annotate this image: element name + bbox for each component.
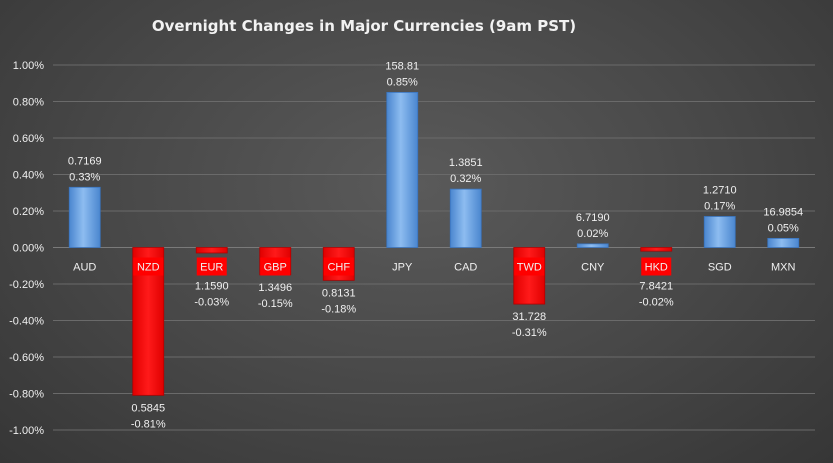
category-label-highlight bbox=[641, 257, 672, 276]
y-tick-label: -0.40% bbox=[9, 316, 44, 328]
category-label: CNY bbox=[581, 262, 605, 274]
rate-label: 7.8421 bbox=[639, 281, 673, 293]
pct-label: 0.32% bbox=[450, 173, 481, 185]
category-label: HKD bbox=[645, 262, 668, 274]
bar-hkd bbox=[640, 247, 673, 252]
chart-title: Overnight Changes in Major Currencies (9… bbox=[152, 17, 576, 35]
pct-label: -0.02% bbox=[639, 297, 674, 309]
pct-label: 0.02% bbox=[577, 228, 608, 240]
rate-label: 1.3496 bbox=[258, 282, 292, 294]
bar-sgd bbox=[703, 216, 736, 248]
rate-label: 1.3851 bbox=[449, 157, 483, 169]
rate-label: 0.5845 bbox=[131, 402, 165, 414]
rate-label: 1.2710 bbox=[703, 184, 737, 196]
category-label: SGD bbox=[708, 262, 732, 274]
category-label: CHF bbox=[327, 262, 350, 274]
bar-cny bbox=[576, 243, 609, 248]
bar-cad bbox=[449, 188, 482, 248]
pct-label: -0.31% bbox=[512, 327, 547, 339]
pct-label: 0.17% bbox=[704, 200, 735, 212]
category-label: TWD bbox=[517, 262, 542, 274]
category-label-highlight bbox=[323, 257, 354, 276]
category-label: AUD bbox=[73, 262, 96, 274]
bar-twd bbox=[513, 247, 546, 305]
y-axis-ticks: 1.00% 0.80% 0.60% 0.40% 0.20% 0.00% -0.20% -0.4… bbox=[9, 60, 44, 437]
rate-label: 6.7190 bbox=[576, 212, 610, 224]
rate-label: 0.8131 bbox=[322, 287, 356, 299]
category-label: MXN bbox=[771, 262, 796, 274]
rate-label: 0.7169 bbox=[68, 155, 102, 167]
y-tick-label: 0.00% bbox=[13, 243, 44, 255]
rate-label: 1.1590 bbox=[195, 281, 229, 293]
pct-label: -0.15% bbox=[258, 298, 293, 310]
y-tick-label: -1.00% bbox=[9, 425, 44, 437]
y-tick-label: 1.00% bbox=[13, 60, 44, 72]
pct-label: 0.05% bbox=[768, 222, 799, 234]
pct-label: -0.18% bbox=[321, 303, 356, 315]
bar-mxn bbox=[767, 237, 800, 248]
category-label: EUR bbox=[200, 262, 223, 274]
pct-label: -0.81% bbox=[131, 418, 166, 430]
gridlines bbox=[53, 64, 815, 431]
category-label-highlight bbox=[514, 257, 545, 276]
data-labels: 0.7169 0.33% 0.5845 -0.81% 1.1590 -0.03% 1.349… bbox=[68, 60, 803, 430]
rate-label: 16.9854 bbox=[763, 206, 803, 218]
y-tick-label: -0.80% bbox=[9, 389, 44, 401]
y-tick-label: 0.40% bbox=[13, 170, 44, 182]
bar-jpy bbox=[386, 91, 419, 248]
y-tick-label: -0.60% bbox=[9, 352, 44, 364]
category-label: JPY bbox=[392, 262, 413, 274]
rate-label: 158.81 bbox=[385, 60, 419, 72]
category-labels: AUD NZD EUR GBP CHF JPY CAD TWD CNY HKD SGD MXN bbox=[73, 257, 796, 276]
rate-label: 31.728 bbox=[512, 311, 546, 323]
category-label: GBP bbox=[264, 262, 287, 274]
pct-label: -0.03% bbox=[194, 297, 229, 309]
y-tick-label: 0.60% bbox=[13, 133, 44, 145]
category-label-highlight bbox=[133, 257, 164, 276]
category-label: CAD bbox=[454, 262, 477, 274]
category-label-highlight bbox=[260, 257, 291, 276]
pct-label: 0.85% bbox=[387, 76, 418, 88]
y-tick-label: 0.80% bbox=[13, 97, 44, 109]
y-tick-label: -0.20% bbox=[9, 279, 44, 291]
category-label-highlight bbox=[196, 257, 227, 276]
bar-eur bbox=[195, 247, 228, 254]
category-label: NZD bbox=[137, 262, 160, 274]
pct-label: 0.33% bbox=[69, 171, 100, 183]
bar-aud bbox=[68, 186, 101, 248]
y-tick-label: 0.20% bbox=[13, 206, 44, 218]
